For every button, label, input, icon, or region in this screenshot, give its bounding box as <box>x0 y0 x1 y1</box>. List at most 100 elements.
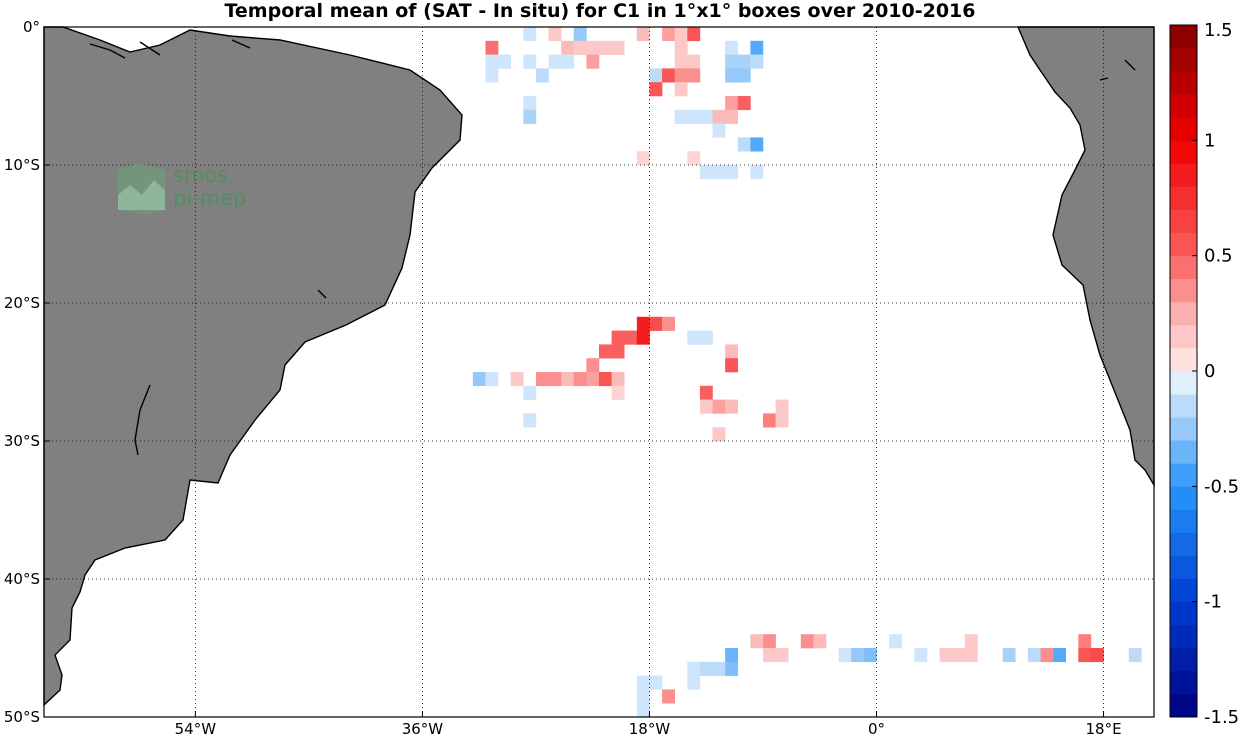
colorbar-swatch <box>1170 163 1197 187</box>
colorbar-swatch <box>1170 624 1197 649</box>
data-cell <box>712 109 726 124</box>
data-cell <box>561 372 575 387</box>
colorbar-swatch <box>1170 301 1197 326</box>
latitude-tick-label: 10°S <box>4 156 40 174</box>
data-cell <box>611 372 625 387</box>
colorbar-swatch <box>1170 140 1197 164</box>
map-title: Temporal mean of (SAT - In situ) for C1 … <box>224 0 975 22</box>
data-cell <box>687 661 701 676</box>
data-cell <box>687 109 701 124</box>
data-cell <box>1027 648 1041 663</box>
data-cell <box>523 27 537 42</box>
data-cell <box>712 427 726 442</box>
data-cell <box>712 165 726 180</box>
data-cell <box>662 68 675 83</box>
data-cell <box>636 151 650 166</box>
data-cell <box>561 54 575 69</box>
data-cell <box>838 648 852 663</box>
colorbar-swatch <box>1170 25 1197 49</box>
data-cell <box>573 372 587 387</box>
data-cell <box>725 358 739 373</box>
colorbar-swatch <box>1170 278 1197 303</box>
data-cell <box>699 165 713 180</box>
data-cell <box>687 675 701 690</box>
data-cell <box>573 40 587 55</box>
data-cell <box>674 27 688 42</box>
data-cell <box>636 703 650 718</box>
data-cell <box>725 109 739 124</box>
data-cell <box>775 399 789 414</box>
data-cell <box>523 96 537 111</box>
data-cell <box>636 27 650 42</box>
latitude-ticks: 0° 10°S 20°S 30°S 40°S 50°S <box>4 18 50 726</box>
colorbar-swatch <box>1170 186 1197 210</box>
colorbar-swatch <box>1170 693 1197 718</box>
data-cell <box>485 372 499 387</box>
data-cell <box>523 413 537 428</box>
data-cell <box>611 330 625 345</box>
data-cell <box>964 634 978 649</box>
colorbar-swatch <box>1170 578 1197 603</box>
data-cell <box>523 54 537 69</box>
colorbar-swatch <box>1170 509 1197 533</box>
data-cell <box>1040 648 1054 663</box>
colorbar-tick-label: -0.5 <box>1204 476 1239 497</box>
colorbar-tick-label: -1 <box>1204 592 1222 613</box>
data-cell <box>775 413 789 428</box>
data-cell <box>573 27 587 42</box>
colorbar-swatch <box>1170 647 1197 672</box>
data-cell <box>712 399 726 414</box>
data-cell <box>725 68 739 83</box>
colorbar-swatch <box>1170 209 1197 233</box>
data-cell <box>737 137 751 152</box>
data-cell <box>952 648 966 663</box>
colorbar-swatch <box>1170 94 1197 118</box>
data-cell <box>599 344 612 359</box>
latitude-tick-label: 0° <box>23 18 40 36</box>
latitude-tick-label: 50°S <box>4 708 40 726</box>
colorbar-swatch <box>1170 347 1197 372</box>
data-cell <box>662 27 675 42</box>
data-cell <box>1053 648 1066 663</box>
data-cell <box>498 54 511 69</box>
data-cell <box>725 399 739 414</box>
colorbar-swatch <box>1170 601 1197 626</box>
colorbar-swatch <box>1170 555 1197 579</box>
data-cells <box>472 27 1142 718</box>
longitude-tick-label: 18°E <box>1086 720 1122 738</box>
logo-text-smos: smos <box>173 163 228 187</box>
data-cell <box>674 54 688 69</box>
data-cell <box>712 661 726 676</box>
data-cell <box>485 54 499 69</box>
data-cell <box>636 689 650 704</box>
longitude-tick-label: 0° <box>868 720 885 738</box>
longitude-tick-label: 18°W <box>629 720 671 738</box>
data-cell <box>939 648 953 663</box>
data-cell <box>687 330 701 345</box>
colorbar-swatch <box>1170 532 1197 556</box>
data-cell <box>510 372 524 387</box>
colorbar-tick-label: 1 <box>1204 130 1215 151</box>
longitude-tick-label: 36°W <box>402 720 444 738</box>
data-cell <box>725 96 739 111</box>
data-cell <box>649 82 663 97</box>
colorbar-tick-label: 1.5 <box>1204 20 1233 41</box>
colorbar-swatch <box>1170 394 1197 418</box>
data-cell <box>1002 648 1016 663</box>
data-cell <box>649 68 663 83</box>
colorbar-ticks: 1.5 1 0.5 0 -0.5 -1 -1.5 <box>1192 20 1239 728</box>
colorbar-swatch <box>1170 324 1197 349</box>
data-cell <box>762 634 776 649</box>
data-cell <box>712 123 726 138</box>
data-cell <box>750 40 764 55</box>
colorbar-swatch <box>1170 670 1197 695</box>
data-cell <box>636 330 650 345</box>
data-cell <box>649 316 663 331</box>
data-cell <box>687 54 701 69</box>
data-cell <box>750 165 764 180</box>
colorbar-swatch <box>1170 255 1197 280</box>
colorbar-swatch <box>1170 417 1197 441</box>
data-cell <box>472 372 486 387</box>
data-cell <box>699 385 713 400</box>
